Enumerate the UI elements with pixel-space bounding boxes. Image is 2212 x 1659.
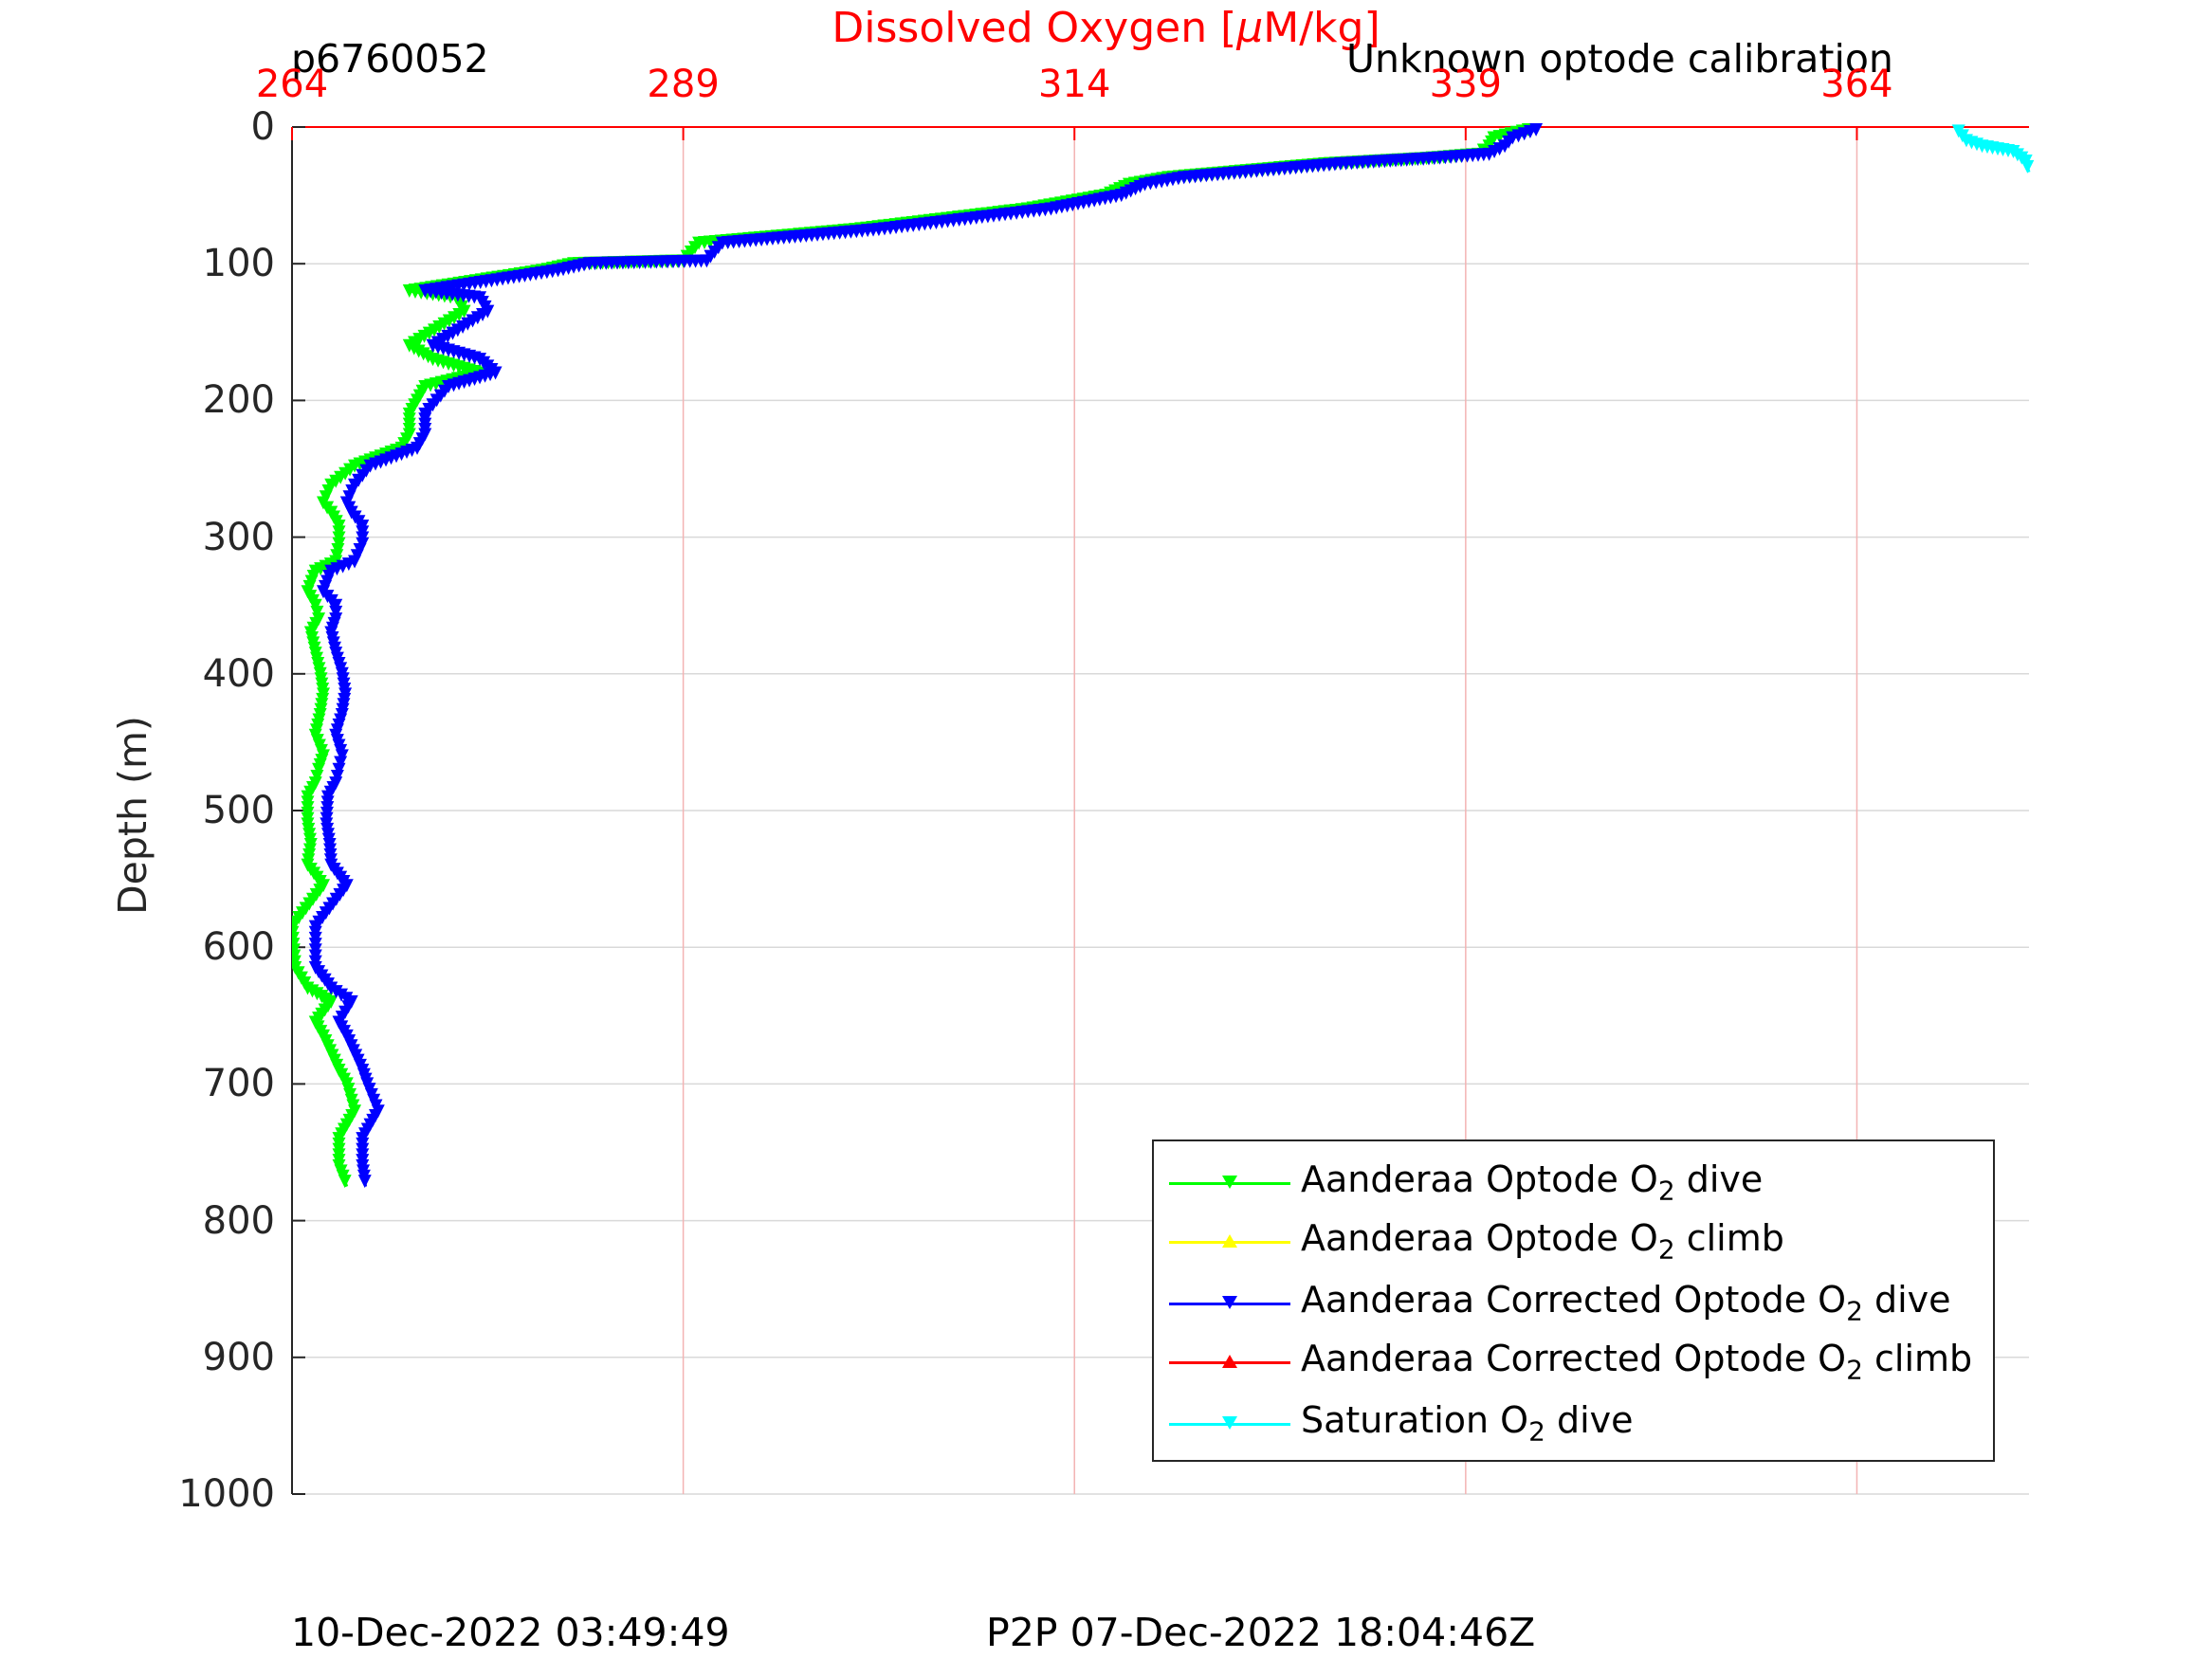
x-axis-title: Dissolved Oxygen [μM/kg] xyxy=(0,4,2212,52)
legend-marker-up-icon xyxy=(1222,1234,1237,1248)
data-point-marker xyxy=(334,988,348,1002)
data-point-marker xyxy=(330,769,344,783)
data-point-marker xyxy=(2020,159,2035,173)
x-tick-label: 339 xyxy=(1429,63,1503,106)
data-point-marker xyxy=(329,598,343,612)
legend-item-optode-climb: Aanderaa Optode O2 climb xyxy=(1154,1213,1993,1270)
legend-item-optode-dive: Aanderaa Optode O2 dive xyxy=(1154,1155,1993,1212)
y-tick-label: 900 xyxy=(202,1335,275,1379)
legend-label: Aanderaa Corrected Optode O2 climb xyxy=(1301,1338,1973,1386)
y-tick-label: 500 xyxy=(202,789,275,832)
series-4 xyxy=(1951,124,2035,173)
data-point-marker xyxy=(334,756,348,770)
legend-item-saturation-dive: Saturation O2 dive xyxy=(1154,1395,1993,1452)
x-axis-title-text: Dissolved Oxygen [ xyxy=(832,4,1237,52)
calibration-subtitle: Unknown optode calibration xyxy=(1346,36,1893,82)
data-point-marker xyxy=(310,605,324,619)
legend-marker-down-icon xyxy=(1222,1296,1237,1309)
legend: Aanderaa Optode O2 dive Aanderaa Optode … xyxy=(1152,1139,1995,1462)
legend-marker-down-icon xyxy=(1222,1416,1237,1430)
legend-marker-up-icon xyxy=(1222,1355,1237,1368)
data-point-marker xyxy=(308,598,322,612)
footer-timestamp: 10-Dec-2022 03:49:49 xyxy=(291,1610,730,1655)
data-point-marker xyxy=(329,605,343,619)
legend-item-corrected-dive: Aanderaa Corrected Optode O2 dive xyxy=(1154,1275,1993,1332)
x-tick-label: 314 xyxy=(1038,63,1111,106)
x-axis-title-unit: M/kg] xyxy=(1263,4,1380,52)
y-tick-label: 800 xyxy=(202,1198,275,1243)
y-tick-label: 700 xyxy=(202,1062,275,1106)
plot-id: p6760052 xyxy=(291,36,489,82)
series-line xyxy=(314,128,1537,1187)
x-axis-title-mu: μ xyxy=(1236,4,1264,52)
series-2 xyxy=(308,123,1544,1189)
data-point-marker xyxy=(357,1175,372,1189)
y-tick-label: 1000 xyxy=(178,1472,275,1516)
x-tick-label: 264 xyxy=(255,63,329,106)
y-tick-label: 0 xyxy=(250,105,275,149)
legend-label: Aanderaa Optode O2 climb xyxy=(1301,1217,1784,1266)
data-point-marker xyxy=(335,749,349,763)
footer-p2p-timestamp: P2P 07-Dec-2022 18:04:46Z xyxy=(986,1610,1536,1655)
legend-label: Aanderaa Optode O2 dive xyxy=(1301,1158,1764,1207)
legend-marker-down-icon xyxy=(1222,1176,1237,1189)
legend-label: Saturation O2 dive xyxy=(1301,1399,1634,1448)
data-point-marker xyxy=(312,762,326,776)
y-axis-label: Depth (m) xyxy=(110,716,155,915)
data-point-marker xyxy=(324,981,338,995)
y-tick-label: 400 xyxy=(202,651,275,696)
data-point-marker xyxy=(339,992,354,1006)
y-tick-label: 200 xyxy=(202,378,275,423)
x-tick-label: 364 xyxy=(1820,63,1893,106)
y-tick-label: 100 xyxy=(202,242,275,286)
data-point-marker xyxy=(332,762,346,776)
data-point-marker xyxy=(310,769,324,783)
data-point-marker xyxy=(329,985,343,999)
data-point-marker xyxy=(338,1175,352,1189)
y-tick-label: 600 xyxy=(202,925,275,970)
legend-label: Aanderaa Corrected Optode O2 dive xyxy=(1301,1279,1951,1327)
y-tick-label: 300 xyxy=(202,515,275,559)
series-line xyxy=(292,128,1529,1188)
legend-item-corrected-climb: Aanderaa Corrected Optode O2 climb xyxy=(1154,1334,1993,1391)
x-tick-label: 289 xyxy=(647,63,720,106)
